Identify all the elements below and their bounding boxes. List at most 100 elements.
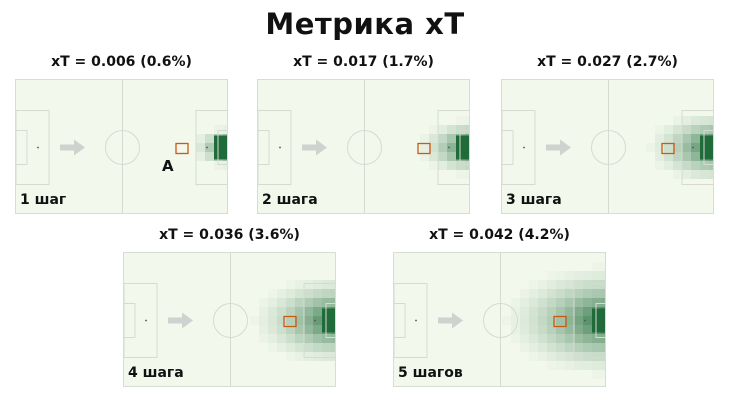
heat-cell [601, 334, 605, 343]
heat-cell [700, 170, 709, 179]
heat-cell [304, 316, 313, 325]
heat-cell [583, 343, 592, 352]
heat-cell [655, 161, 664, 170]
heat-cell [322, 289, 331, 298]
pitch-svg [502, 80, 713, 213]
heat-cell [538, 325, 547, 334]
heat-cell [682, 116, 691, 125]
heat-cell [556, 316, 565, 325]
heat-cell [565, 334, 574, 343]
heat-cell [574, 343, 583, 352]
goal-heat-block [214, 135, 227, 160]
left-penalty-spot [279, 146, 281, 149]
heat-cell [429, 152, 438, 161]
pitch-heatmap: 2 шага [257, 79, 470, 214]
heat-cell [583, 280, 592, 289]
step-label: 5 шагов [398, 365, 463, 381]
heat-cell [664, 152, 673, 161]
goal-heat-block [322, 308, 335, 333]
point-a-square [175, 142, 189, 155]
heat-cell [547, 298, 556, 307]
heat-cell [601, 370, 605, 379]
heat-cell [286, 343, 295, 352]
left-goal-box [258, 130, 270, 165]
heat-cell [286, 325, 295, 334]
heat-cell [574, 280, 583, 289]
heat-cell [592, 280, 601, 289]
direction-arrow-icon [438, 312, 463, 329]
point-a-square [661, 142, 675, 155]
point-a-square [417, 142, 431, 155]
heat-cell [295, 307, 304, 316]
heat-cell [547, 280, 556, 289]
heat-cell [286, 352, 295, 361]
heat-cell [583, 352, 592, 361]
heat-cell [673, 134, 682, 143]
heat-cell [574, 334, 583, 343]
right-penalty-spot [206, 146, 208, 149]
right-penalty-box [303, 283, 335, 358]
heat-cell [304, 325, 313, 334]
right-penalty-box [437, 110, 469, 185]
heat-cell [465, 125, 469, 134]
left-penalty-box [394, 283, 428, 358]
pitch-svg [258, 80, 469, 213]
heat-cell [547, 307, 556, 316]
heat-cell [673, 152, 682, 161]
heat-cell [565, 307, 574, 316]
heat-cell [664, 143, 673, 152]
heat-cell [547, 271, 556, 280]
heat-cell [529, 280, 538, 289]
right-goal-box [325, 303, 335, 338]
heat-cell [420, 152, 429, 161]
heat-cell [438, 152, 447, 161]
heat-cell [465, 170, 469, 179]
heat-cell [331, 343, 335, 352]
step-label: 1 шаг [20, 192, 67, 208]
heat-cell [709, 116, 713, 125]
heat-cell [313, 307, 322, 316]
heat-cell [456, 116, 465, 125]
xt-panel-1: xT = 0.006 (0.6%) A 1 шаг [15, 54, 228, 214]
heat-cell [295, 316, 304, 325]
right-penalty-box [681, 110, 713, 185]
heat-cell [456, 125, 465, 134]
heat-cell [277, 334, 286, 343]
heat-cell [565, 352, 574, 361]
step-label: 2 шага [262, 192, 318, 208]
heat-cell [583, 298, 592, 307]
heat-cell [700, 125, 709, 134]
heat-cell [547, 316, 556, 325]
xt-panel-4: xT = 0.036 (3.6%) 4 шага [123, 227, 336, 387]
heat-cell [304, 343, 313, 352]
panel-metric: xT = 0.017 (1.7%) [293, 54, 434, 70]
heat-cell [295, 280, 304, 289]
heat-cell [438, 134, 447, 143]
heat-cell [664, 161, 673, 170]
heat-cell [601, 289, 605, 298]
heat-cell [673, 125, 682, 134]
heat-cell [538, 334, 547, 343]
heat-cell [313, 352, 322, 361]
heat-cell [565, 361, 574, 370]
heat-cell [304, 298, 313, 307]
heat-cell [646, 143, 655, 152]
main-title: Метрика xT [265, 7, 465, 41]
heat-cell [295, 343, 304, 352]
heat-cell [691, 125, 700, 134]
heat-cell [574, 352, 583, 361]
heat-cell [313, 325, 322, 334]
heat-cell [456, 170, 465, 179]
heat-cell [304, 352, 313, 361]
heat-cell [529, 316, 538, 325]
heat-cell [304, 289, 313, 298]
heat-cell [655, 143, 664, 152]
heat-cell [502, 316, 511, 325]
point-a-square [553, 315, 567, 328]
heat-cell [673, 143, 682, 152]
heat-cell [286, 307, 295, 316]
heat-cell [556, 343, 565, 352]
heat-cell [511, 334, 520, 343]
heat-cell [682, 161, 691, 170]
heat-cell [322, 298, 331, 307]
